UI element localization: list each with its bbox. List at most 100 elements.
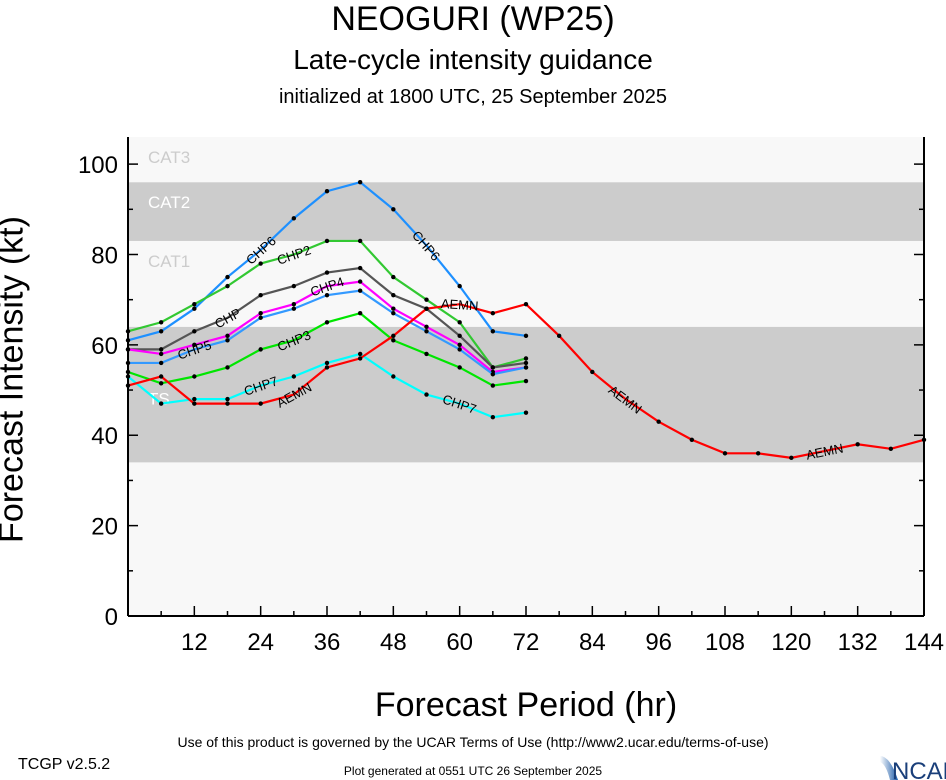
- data-point: [656, 419, 661, 424]
- x-tick-label: 12: [181, 629, 208, 656]
- series-chp7: [125, 351, 529, 420]
- data-point: [523, 301, 529, 307]
- data-point: [357, 265, 363, 271]
- data-point: [192, 301, 197, 307]
- generated-time: Plot generated at 0551 UTC 26 September …: [343, 764, 603, 778]
- data-point: [192, 342, 197, 348]
- x-tick-label: 48: [380, 629, 407, 656]
- x-tick-label: 72: [513, 629, 540, 656]
- data-point: [192, 396, 197, 402]
- data-point: [324, 360, 330, 366]
- data-point: [457, 320, 462, 325]
- data-point: [357, 288, 363, 293]
- data-point: [125, 360, 131, 366]
- data-point: [490, 372, 496, 377]
- data-point: [457, 342, 462, 348]
- series-chp2: [125, 238, 529, 370]
- y-tick-label: 0: [105, 604, 118, 631]
- data-point: [192, 401, 197, 406]
- data-point: [391, 333, 396, 339]
- data-point: [158, 374, 164, 379]
- band-cat3: [128, 137, 924, 183]
- data-point: [158, 320, 164, 325]
- data-point: [556, 333, 562, 339]
- data-point: [324, 238, 330, 244]
- data-point: [523, 333, 529, 339]
- data-point: [457, 333, 462, 339]
- series-chp: [125, 265, 529, 370]
- data-point: [258, 401, 263, 406]
- data-point: [391, 374, 396, 379]
- ncar-logo: NCAR: [880, 756, 946, 780]
- data-point: [324, 292, 330, 298]
- data-point: [523, 365, 529, 370]
- data-point: [490, 414, 496, 420]
- data-point: [125, 338, 131, 343]
- data-point: [258, 261, 263, 266]
- data-point: [357, 279, 363, 284]
- data-point: [324, 189, 330, 194]
- data-point: [789, 455, 794, 461]
- y-tick-label: 20: [91, 514, 118, 541]
- x-tick-label: 108: [705, 629, 745, 656]
- y-tick-label: 100: [78, 152, 118, 179]
- data-point: [258, 311, 263, 316]
- data-point: [158, 347, 164, 352]
- band-label-cat1: CAT1: [148, 252, 190, 271]
- data-point: [689, 437, 695, 442]
- data-point: [192, 329, 197, 334]
- data-point: [225, 401, 230, 406]
- data-point: [258, 347, 263, 352]
- data-point: [523, 410, 529, 415]
- data-point: [391, 306, 396, 311]
- data-point: [192, 306, 197, 311]
- data-point: [424, 297, 429, 302]
- x-tick-label: 60: [446, 629, 473, 656]
- data-point: [391, 311, 396, 316]
- x-tick-label: 120: [771, 629, 811, 656]
- x-tick-label: 132: [838, 629, 878, 656]
- data-point: [291, 283, 297, 289]
- data-point: [291, 216, 297, 221]
- data-point: [125, 374, 131, 379]
- x-tick-label: 144: [904, 629, 944, 656]
- series-chp4: [125, 279, 529, 375]
- data-point: [158, 360, 164, 366]
- x-axis-label: Forecast Period (hr): [374, 686, 678, 724]
- data-point: [357, 179, 363, 185]
- series-chp6: [125, 179, 529, 343]
- data-point: [158, 351, 164, 357]
- chart-title: NEOGURI (WP25): [331, 0, 615, 38]
- data-point: [855, 442, 860, 447]
- data-point: [225, 338, 230, 343]
- data-point: [225, 274, 230, 280]
- data-point: [921, 437, 927, 442]
- data-point: [722, 451, 728, 456]
- series-chp3: [125, 311, 529, 388]
- band-cat2: [128, 182, 924, 241]
- data-point: [258, 315, 263, 320]
- band-label-ts: TS: [148, 389, 170, 408]
- data-point: [291, 306, 297, 311]
- series-label-aemn: AEMN: [440, 296, 478, 314]
- data-point: [391, 274, 396, 280]
- chart-subtitle: Late-cycle intensity guidance: [293, 44, 653, 75]
- data-point: [225, 396, 230, 402]
- data-point: [424, 306, 429, 311]
- data-point: [125, 369, 131, 375]
- y-tick-label: 40: [91, 423, 118, 450]
- data-point: [125, 347, 131, 352]
- data-point: [391, 292, 396, 298]
- y-tick-label: 80: [91, 242, 118, 269]
- data-point: [490, 311, 496, 316]
- band-label-cat2: CAT2: [148, 193, 190, 212]
- x-tick-label: 96: [645, 629, 672, 656]
- data-point: [225, 333, 230, 339]
- data-point: [324, 270, 330, 275]
- init-time: initialized at 1800 UTC, 25 September 20…: [278, 86, 667, 108]
- data-point: [391, 338, 396, 343]
- data-point: [357, 311, 363, 316]
- data-point: [424, 351, 429, 357]
- data-point: [225, 365, 230, 370]
